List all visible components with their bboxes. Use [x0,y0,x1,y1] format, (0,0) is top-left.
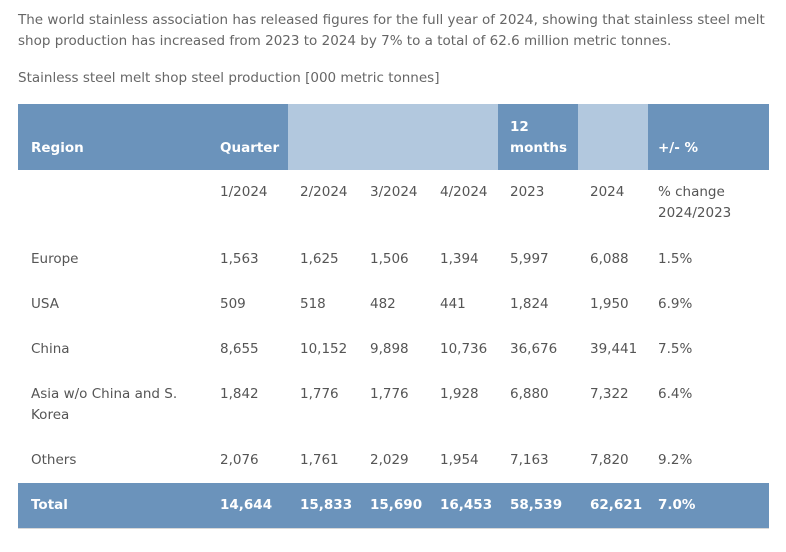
table-header-row: Region Quarter 12 months +/- % [18,104,769,170]
production-table: Region Quarter 12 months +/- % 1/2024 2/… [18,104,769,529]
subheader-q4: 4/2024 [440,184,488,200]
table-row: Asia w/o China and S. Korea 1,842 1,776 … [18,372,769,438]
row-2023: 5,997 [510,251,549,267]
row-2024: 39,441 [590,341,638,357]
row-q1: 1,842 [220,386,259,402]
header-light-band-quarters [288,104,498,170]
row-q4: 1,394 [440,251,479,267]
row-region: Asia w/o China and S. Korea [31,386,178,423]
header-change: +/- % [658,140,699,156]
row-q4: 1,928 [440,386,479,402]
total-q4: 16,453 [440,497,493,513]
row-q2: 1,761 [300,452,339,468]
subheader-q3: 3/2024 [370,184,418,200]
row-change: 9.2% [658,452,693,468]
row-region: Others [31,452,77,468]
row-q2: 518 [300,296,326,312]
row-q1: 1,563 [220,251,259,267]
row-2023: 6,880 [510,386,549,402]
row-q2: 1,776 [300,386,339,402]
table-total-row: Total 14,644 15,833 15,690 16,453 58,539… [18,483,769,528]
header-quarter: Quarter [220,140,280,156]
total-q1: 14,644 [220,497,273,513]
table-row: Europe 1,563 1,625 1,506 1,394 5,997 6,0… [18,237,769,282]
table-caption: Stainless steel melt shop steel producti… [18,70,440,86]
row-2023: 36,676 [510,341,558,357]
row-change: 6.4% [658,386,693,402]
total-2023: 58,539 [510,497,563,513]
row-q3: 2,029 [370,452,409,468]
row-q3: 482 [370,296,396,312]
subheader-2024: 2024 [590,184,625,200]
subheader-q2: 2/2024 [300,184,348,200]
total-2024: 62,621 [590,497,643,513]
subheader-2023: 2023 [510,184,545,200]
table-bottom-rule [18,528,769,529]
row-q2: 10,152 [300,341,348,357]
row-q1: 509 [220,296,246,312]
table-row: Others 2,076 1,761 2,029 1,954 7,163 7,8… [18,438,769,483]
intro-paragraph: The world stainless association has rele… [18,12,765,49]
row-2023: 7,163 [510,452,549,468]
row-region: Europe [31,251,79,267]
row-q4: 1,954 [440,452,479,468]
row-q1: 8,655 [220,341,259,357]
row-2024: 1,950 [590,296,629,312]
row-2023: 1,824 [510,296,549,312]
header-light-band-2024 [578,104,648,170]
header-region: Region [31,140,84,156]
row-q4: 441 [440,296,466,312]
table-row: China 8,655 10,152 9,898 10,736 36,676 3… [18,327,769,372]
row-q3: 1,506 [370,251,409,267]
subheader-q1: 1/2024 [220,184,268,200]
row-q4: 10,736 [440,341,488,357]
row-2024: 7,322 [590,386,629,402]
total-q3: 15,690 [370,497,423,513]
row-2024: 6,088 [590,251,629,267]
row-change: 6.9% [658,296,693,312]
row-q3: 9,898 [370,341,409,357]
row-q1: 2,076 [220,452,259,468]
subheader-change: % change 2024/2023 [658,184,732,221]
row-q3: 1,776 [370,386,409,402]
table-row: USA 509 518 482 441 1,824 1,950 6.9% [18,282,769,327]
total-q2: 15,833 [300,497,353,513]
total-region: Total [31,497,68,513]
row-2024: 7,820 [590,452,629,468]
row-region: USA [31,296,59,312]
row-q2: 1,625 [300,251,339,267]
row-change: 1.5% [658,251,693,267]
header-12-months: 12 months [510,119,568,156]
row-region: China [31,341,70,357]
total-change: 7.0% [658,497,696,513]
row-change: 7.5% [658,341,693,357]
table-subheader-row: 1/2024 2/2024 3/2024 4/2024 2023 2024 % … [18,170,769,237]
